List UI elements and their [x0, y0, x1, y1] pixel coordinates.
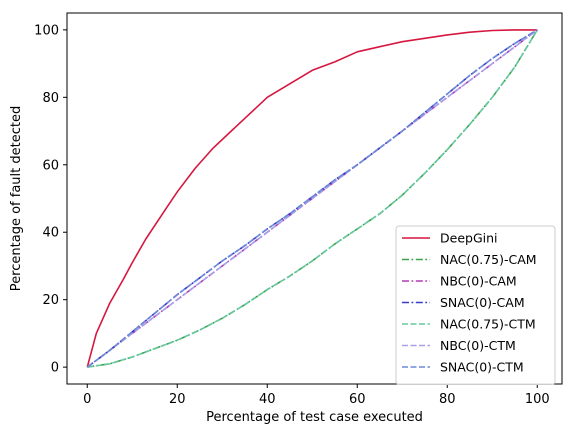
- plot-frame: [66, 12, 563, 385]
- legend-label: NAC(0.75)-CAM: [440, 252, 537, 267]
- y-tick-label: 100: [34, 23, 59, 38]
- legend-label: NAC(0.75)-CTM: [440, 317, 536, 332]
- series-line-6: [86, 29, 538, 368]
- x-tick-label: 40: [259, 392, 276, 407]
- legend-label: SNAC(0)-CTM: [440, 360, 524, 375]
- series-line-4: [87, 29, 538, 368]
- series-line-5: [86, 29, 538, 368]
- series-layer: [86, 29, 538, 368]
- x-tick-label: 100: [525, 392, 550, 407]
- y-tick-label: 40: [42, 226, 59, 241]
- legend-box: [395, 225, 556, 385]
- x-tick-label: 20: [169, 392, 186, 407]
- series-line-0: [86, 29, 538, 368]
- y-tick-label: 60: [42, 158, 59, 173]
- legend-label: NBC(0)-CTM: [440, 338, 516, 353]
- x-tick-label: 60: [349, 392, 366, 407]
- x-tick-label: 0: [83, 392, 91, 407]
- ticks-layer: 0 20 40 60 80 100 0 20 40 60 80 100: [34, 23, 549, 407]
- x-axis-label: Percentage of test case executed: [206, 410, 423, 425]
- legend-label: NBC(0)-CAM: [440, 274, 517, 289]
- y-tick-label: 80: [42, 91, 59, 106]
- legend-label: DeepGini: [440, 231, 498, 246]
- y-tick-label: 20: [42, 293, 59, 308]
- y-axis-label: Percentage of fault detected: [9, 106, 24, 291]
- x-tick-label: 80: [439, 392, 456, 407]
- legend-label: SNAC(0)-CAM: [440, 295, 525, 310]
- y-tick-label: 0: [51, 361, 59, 376]
- legend: DeepGini NAC(0.75)-CAM NBC(0)-CAM SNAC(0)-C…: [395, 225, 556, 385]
